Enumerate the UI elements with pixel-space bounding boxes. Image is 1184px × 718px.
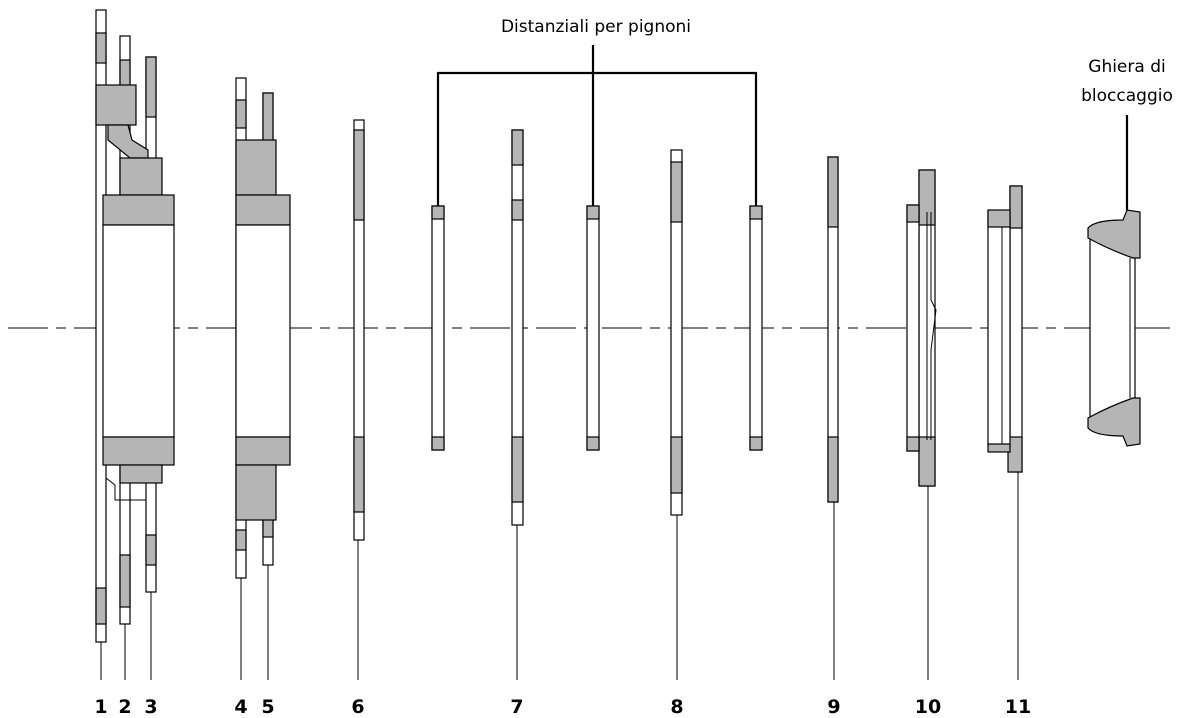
sprocket-10 [906,169,937,487]
sprocket-6 [353,119,365,541]
part-number: 6 [351,696,364,718]
part-number: 5 [261,696,274,718]
sprocket-group-1-3 [95,9,175,643]
leader-lines [100,45,1129,680]
lockring [1087,209,1141,447]
part-number: 8 [670,696,683,718]
sprocket-9 [827,156,839,503]
spacers [431,205,763,451]
lockring-label: Ghiera di [1088,57,1165,77]
part-number: 9 [827,696,840,718]
part-number: 4 [234,696,247,718]
sprocket-8 [670,149,683,516]
sprocket-7 [511,129,524,526]
part-number: 7 [510,696,523,718]
spacer-label: Distanziali per pignoni [501,17,691,37]
part-number: 2 [118,696,131,718]
part-number: 11 [1005,696,1031,718]
sprocket-group-4-5 [235,77,291,579]
part-number: 10 [915,696,941,718]
sprocket-11 [987,185,1023,473]
part-number: 1 [94,696,107,718]
lockring-label: bloccaggio [1081,86,1173,106]
part-number: 3 [144,696,157,718]
